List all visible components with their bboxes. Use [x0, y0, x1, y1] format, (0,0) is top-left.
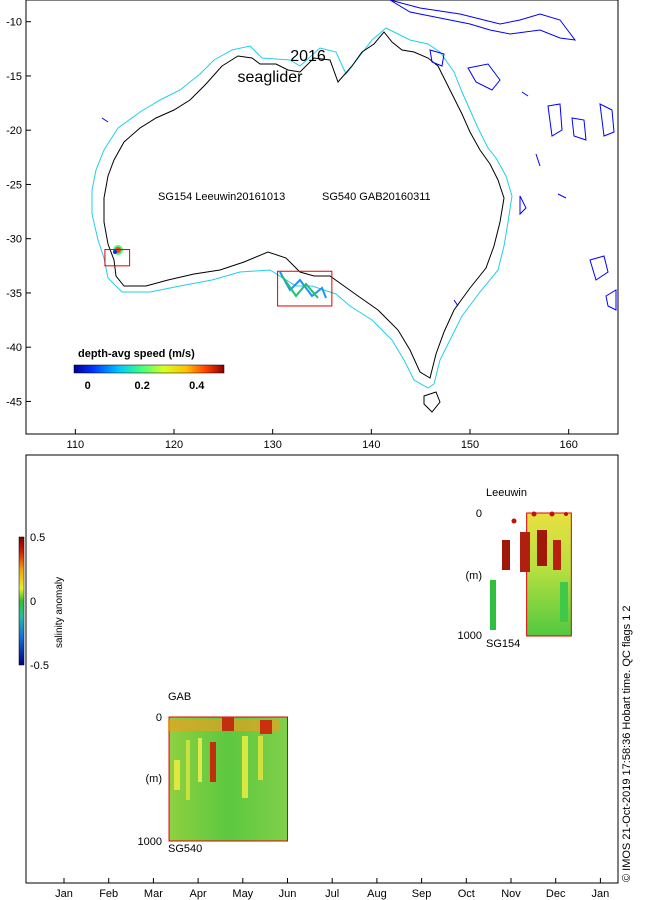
- salinity-colorbar-tick: 0.5: [30, 532, 45, 544]
- deployment-label-gab: SG540 GAB20160311: [322, 191, 431, 203]
- gab-region-label: GAB: [168, 691, 191, 703]
- shelf-contour: [91, 27, 513, 389]
- map-y-tick-label: -15: [6, 71, 22, 83]
- map-x-tick-label: 110: [67, 439, 85, 451]
- month-axis: Jan Feb Mar Apr May Jun Jul Aug Sep Oct Nov Dec Jan: [55, 878, 609, 900]
- speed-colorbar-tick: 0: [85, 380, 91, 392]
- speed-colorbar-title: depth-avg speed (m/s): [78, 348, 195, 360]
- salinity-colorbar-label: salinity anomaly: [54, 577, 65, 648]
- leeuwin-depth-top: 0: [476, 508, 482, 520]
- map-y-tick-label: -35: [6, 288, 22, 300]
- map-y-tick-label: -45: [6, 396, 22, 408]
- gab-depth-unit: (m): [146, 773, 163, 785]
- map-y-tick-label: -20: [6, 125, 22, 137]
- map-title-seaglider: seaglider: [238, 69, 304, 86]
- month-tick-label: Feb: [99, 888, 118, 900]
- gab-region-box: [277, 270, 333, 307]
- leeuwin-section: Leeuwin 0 (m) 1000 SG154: [458, 487, 572, 650]
- month-tick-label: Apr: [190, 888, 207, 900]
- map-y-tick-label: -40: [6, 342, 22, 354]
- map-title-year: 2016: [290, 48, 326, 65]
- month-tick-label: Jul: [325, 888, 339, 900]
- leeuwin-glider-label: SG154: [486, 638, 520, 650]
- month-tick-label: Sep: [412, 888, 432, 900]
- leeuwin-depth-bottom: 1000: [458, 630, 482, 642]
- australia-coast: [103, 31, 505, 379]
- footer-credit: © IMOS 21-Oct-2019 17:58:36 Hobart time.…: [621, 605, 633, 882]
- speed-colorbar-ticks: 0 0.2 0.4: [85, 380, 206, 392]
- gab-features: [168, 717, 280, 800]
- map-x-tick-label: 140: [362, 439, 380, 451]
- map-x-tick-label: 150: [461, 439, 479, 451]
- map-y-tick-label: -10: [6, 17, 22, 29]
- gab-depth-bottom: 1000: [138, 836, 162, 848]
- leeuwin-features: [490, 511, 568, 630]
- map-panel: 2016 seaglider SG154 Leeuwin20161013 SG5…: [6, 0, 619, 451]
- salinity-colorbar: [18, 536, 25, 666]
- map-frame: [25, 0, 619, 435]
- month-tick-label: Jan: [592, 888, 610, 900]
- map-y-tick-label: -25: [6, 179, 22, 191]
- salinity-colorbar-tick: 0: [30, 596, 36, 608]
- salinity-colorbar-ticks: 0.5 0 -0.5: [30, 532, 49, 672]
- month-tick-label: Jun: [279, 888, 297, 900]
- leeuwin-depth-unit: (m): [466, 570, 483, 582]
- islands: [101, 0, 617, 311]
- speed-colorbar-tick: 0.4: [189, 380, 205, 392]
- map-x-tick-label: 120: [165, 439, 183, 451]
- speed-colorbar-tick: 0.2: [135, 380, 150, 392]
- month-tick-label: Aug: [367, 888, 387, 900]
- month-tick-label: May: [232, 888, 253, 900]
- leeuwin-region-box: [104, 249, 131, 267]
- map-x-ticks: 110 120 130 140 150 160: [67, 429, 578, 451]
- speed-colorbar: [73, 364, 225, 374]
- map-y-tick-label: -30: [6, 234, 22, 246]
- month-tick-label: Dec: [546, 888, 566, 900]
- tasmania: [423, 391, 441, 413]
- deployment-label-leeuwin: SG154 Leeuwin20161013: [158, 191, 285, 203]
- gab-glider-label: SG540: [168, 843, 202, 855]
- map-x-tick-label: 130: [263, 439, 281, 451]
- gab-section: GAB 0 (m) 1000 SG540: [138, 691, 288, 855]
- map-y-ticks: -10 -15 -20 -25 -30 -35 -40 -45: [6, 17, 31, 408]
- month-tick-label: Mar: [144, 888, 163, 900]
- month-tick-label: Jan: [55, 888, 73, 900]
- month-tick-label: Oct: [458, 888, 475, 900]
- salinity-colorbar-tick: -0.5: [30, 660, 49, 672]
- gab-depth-top: 0: [156, 712, 162, 724]
- leeuwin-region-label: Leeuwin: [486, 487, 527, 499]
- timeline-panel: 0.5 0 -0.5 salinity anomaly GAB 0 (m) 1000…: [18, 454, 619, 900]
- map-x-tick-label: 160: [559, 439, 577, 451]
- month-tick-label: Nov: [501, 888, 521, 900]
- timeline-frame: [25, 454, 619, 884]
